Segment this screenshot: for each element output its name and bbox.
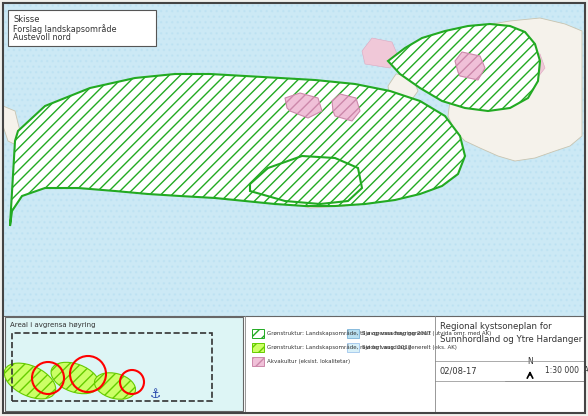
Polygon shape [333,101,365,128]
Text: ⚓: ⚓ [149,387,161,401]
Text: 1:30 000  A3: 1:30 000 A3 [545,366,588,375]
Polygon shape [448,51,485,86]
Text: Grønstruktur: Landskapsområde, til avgrensa høyring 2017: Grønstruktur: Landskapsområde, til avgre… [267,330,431,336]
Polygon shape [448,18,582,161]
Text: N: N [527,357,533,366]
Text: Akvakultur (eksist. lokalitetar): Akvakultur (eksist. lokalitetar) [267,359,350,364]
Text: Austevoll nord: Austevoll nord [13,33,71,42]
Bar [8,10,156,46]
Bar [252,329,264,338]
Polygon shape [332,94,360,121]
Text: Forslag landskapsområde: Forslag landskapsområde [13,24,116,34]
Polygon shape [10,74,465,226]
Bar [3,317,585,413]
Polygon shape [182,104,275,164]
Text: Sjø og vassdrag generelt (utvida omr. med AK): Sjø og vassdrag generelt (utvida omr. me… [362,330,491,335]
Ellipse shape [51,362,99,394]
Ellipse shape [4,363,56,399]
Polygon shape [508,48,545,81]
Polygon shape [3,106,20,146]
Bar [3,3,585,316]
Text: Regional kystsoneplan for
Sunnhordland og Ytre Hardanger: Regional kystsoneplan for Sunnhordland o… [440,322,582,344]
Polygon shape [362,38,398,68]
Bar [252,343,264,352]
Polygon shape [388,74,418,102]
Text: Areal i avgrensa høyring: Areal i avgrensa høyring [10,322,95,328]
Ellipse shape [95,373,136,399]
Bar [347,329,359,338]
Bar [347,343,359,352]
Polygon shape [282,91,340,128]
Polygon shape [285,93,322,118]
Bar [5,317,243,411]
Polygon shape [388,24,540,111]
Bar [12,333,212,401]
Text: Skisse: Skisse [13,15,39,24]
Text: 02/08-17: 02/08-17 [440,366,477,375]
Polygon shape [250,156,362,204]
Polygon shape [425,34,492,78]
Polygon shape [265,158,368,208]
Text: Sjø og vassdrag generelt (eks. AK): Sjø og vassdrag generelt (eks. AK) [362,344,457,349]
Text: Grønstruktur: Landskapsområde, revidert aug. 2017: Grønstruktur: Landskapsområde, revidert … [267,344,412,350]
Bar [252,357,264,366]
Bar [3,3,585,316]
Polygon shape [455,52,485,80]
